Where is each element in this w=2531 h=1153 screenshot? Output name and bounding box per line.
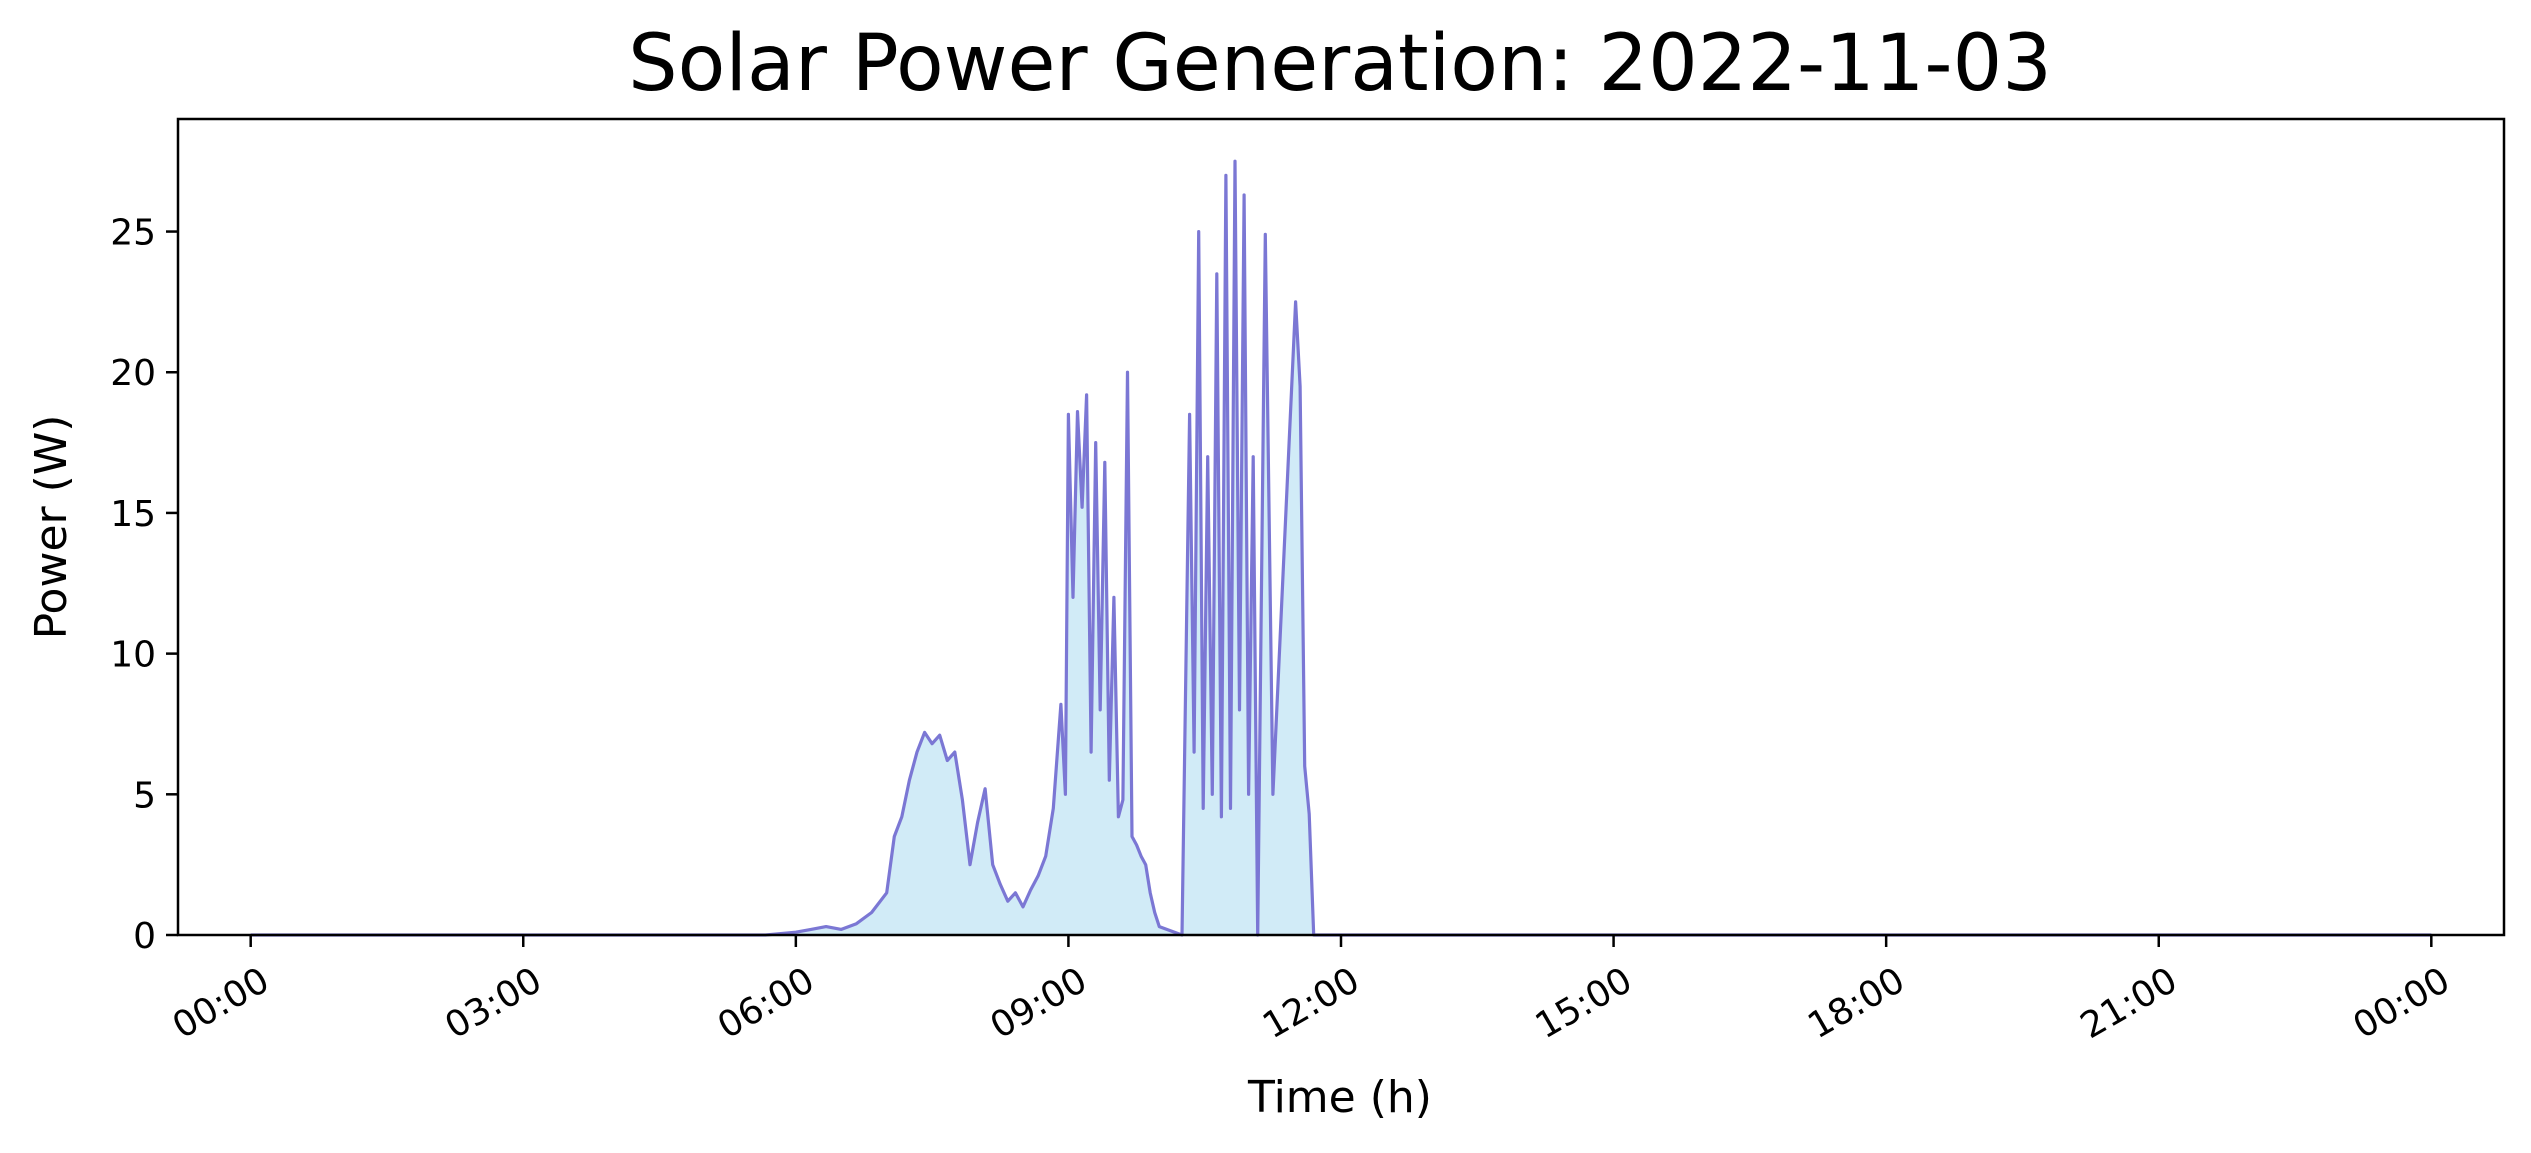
power-area-fill (250, 161, 2432, 935)
x-axis-ticks: 00:00 03:00 06:00 09:00 12:00 15:00 18:00 21:00… (166, 935, 2457, 1047)
y-tick-label: 0 (133, 916, 156, 957)
y-tick-label: 5 (133, 775, 156, 816)
x-tick-label: 18:00 (1801, 960, 1911, 1047)
y-axis-ticks: 0 5 10 15 20 25 (110, 213, 178, 957)
y-axis-label: Power (W) (26, 415, 77, 640)
x-tick-label: 00:00 (2346, 960, 2456, 1047)
plot-area (250, 159, 2432, 937)
x-tick-label: 06:00 (711, 960, 821, 1047)
x-tick-label: 12:00 (1256, 960, 1366, 1047)
x-tick-label: 00:00 (166, 960, 276, 1047)
x-axis-label: Time (h) (1247, 1072, 1432, 1123)
x-tick-label: 09:00 (984, 960, 1094, 1047)
chart-title: Solar Power Generation: 2022-11-03 (628, 19, 2052, 109)
y-tick-label: 20 (110, 353, 156, 394)
x-tick-label: 15:00 (1529, 960, 1639, 1047)
y-tick-label: 25 (110, 213, 156, 254)
y-tick-label: 10 (110, 635, 156, 676)
x-tick-label: 03:00 (438, 960, 548, 1047)
plot-frame (176, 117, 2506, 937)
x-tick-label: 21:00 (2074, 960, 2184, 1047)
y-tick-label: 15 (110, 494, 156, 535)
power-series-line (250, 159, 2432, 937)
